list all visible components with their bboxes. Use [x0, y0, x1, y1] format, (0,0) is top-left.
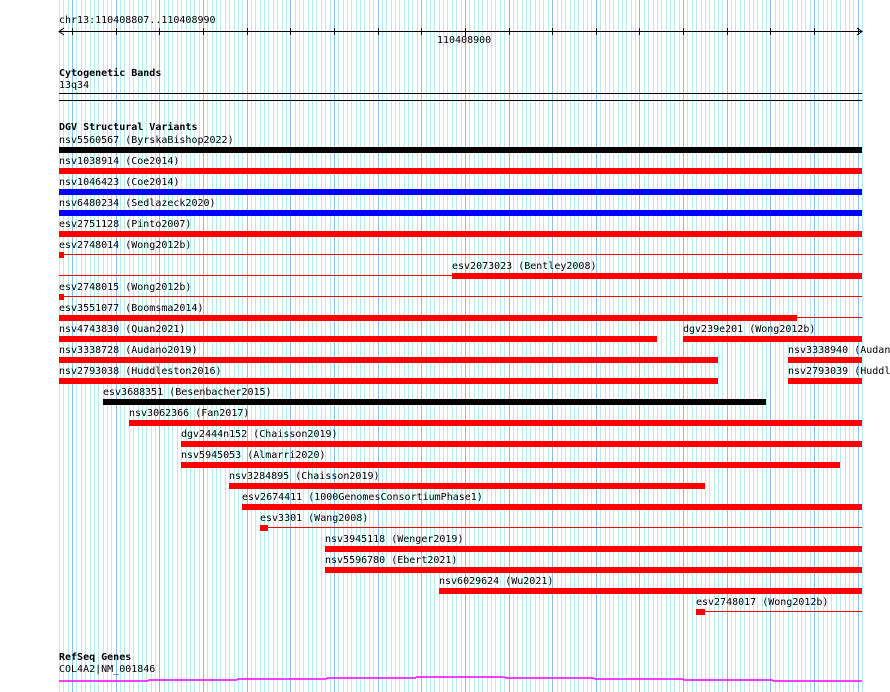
- variant-label[interactable]: nsv3338728 (Audano2019): [59, 345, 198, 356]
- variant-bar[interactable]: [229, 483, 705, 489]
- variant-bar[interactable]: [260, 525, 268, 531]
- variant-bar[interactable]: [181, 441, 862, 447]
- variant-label[interactable]: nsv5560567 (ByrskaBishop2022): [59, 135, 234, 146]
- variant-label[interactable]: esv3688351 (Besenbacher2015): [103, 387, 272, 398]
- cytoband-line: [59, 93, 862, 94]
- variant-label[interactable]: nsv1046423 (Coe2014): [59, 177, 180, 188]
- variant-label[interactable]: esv2674411 (1000GenomesConsortiumPhase1): [242, 492, 483, 503]
- variant-bar[interactable]: [59, 315, 797, 321]
- variant-label[interactable]: nsv5596780 (Ebert2021): [325, 555, 458, 566]
- gene-label[interactable]: COL4A2|NM_001846: [59, 664, 156, 675]
- variant-bar[interactable]: [452, 273, 862, 279]
- variant-label[interactable]: esv2748014 (Wong2012b): [59, 240, 192, 251]
- variant-bar[interactable]: [788, 378, 862, 384]
- ruler-major-tick-label: 110408900: [437, 35, 492, 46]
- variant-label[interactable]: nsv3945118 (Wenger2019): [325, 534, 464, 545]
- variant-label[interactable]: nsv1038914 (Coe2014): [59, 156, 180, 167]
- variant-label[interactable]: dgv239e201 (Wong2012b): [683, 324, 816, 335]
- left-arrow-icon: [58, 27, 65, 36]
- variant-bar[interactable]: [59, 294, 64, 300]
- variant-label[interactable]: nsv2793038 (Huddleston2016): [59, 366, 222, 377]
- variant-bar[interactable]: [59, 357, 718, 363]
- variant-label[interactable]: esv3551077 (Boomsma2014): [59, 303, 204, 314]
- variant-bar[interactable]: [59, 210, 862, 216]
- variant-label[interactable]: nsv3062366 (Fan2017): [129, 408, 250, 419]
- variant-label[interactable]: nsv4743830 (Quan2021): [59, 324, 186, 335]
- variant-bar[interactable]: [325, 546, 862, 552]
- variant-span-line[interactable]: [696, 611, 862, 612]
- dgv-track-title[interactable]: DGV Structural Variants: [59, 122, 198, 133]
- variant-label[interactable]: nsv5945053 (Almarri2020): [181, 450, 326, 461]
- variant-bar[interactable]: [683, 336, 862, 342]
- gene-model[interactable]: [0, 672, 890, 686]
- variant-bar[interactable]: [59, 252, 64, 258]
- variant-bar[interactable]: [59, 231, 862, 237]
- variant-label[interactable]: esv2748015 (Wong2012b): [59, 282, 192, 293]
- variant-label[interactable]: esv2751128 (Pinto2007): [59, 219, 192, 230]
- variant-bar[interactable]: [696, 609, 705, 615]
- variant-span-line[interactable]: [260, 527, 862, 528]
- track-divider: [59, 100, 862, 101]
- variant-bar[interactable]: [59, 336, 657, 342]
- variant-label[interactable]: nsv3284895 (Chaisson2019): [229, 471, 380, 482]
- variant-span-line[interactable]: [59, 296, 862, 297]
- variant-bar[interactable]: [242, 504, 862, 510]
- variant-bar[interactable]: [325, 567, 862, 573]
- variant-bar[interactable]: [103, 399, 766, 405]
- variant-label[interactable]: dgv2444n152 (Chaisson2019): [181, 429, 338, 440]
- variant-bar[interactable]: [59, 378, 718, 384]
- refseq-track-title[interactable]: RefSeq Genes: [59, 652, 132, 663]
- variant-bar[interactable]: [59, 189, 862, 195]
- variant-bar[interactable]: [129, 420, 862, 426]
- variant-bar[interactable]: [788, 357, 862, 363]
- variant-bar[interactable]: [59, 147, 862, 153]
- variant-label[interactable]: nsv6029624 (Wu2021): [439, 576, 554, 587]
- cytoband-label: 13q34: [59, 80, 90, 91]
- cytoband-track-title[interactable]: Cytogenetic Bands: [59, 68, 162, 79]
- variant-label[interactable]: esv2073023 (Bentley2008): [452, 261, 597, 272]
- variant-span-line[interactable]: [59, 254, 862, 255]
- location-label: chr13:110408807..110408990: [59, 15, 216, 26]
- variant-bar[interactable]: [181, 462, 840, 468]
- variant-label[interactable]: nsv6480234 (Sedlazeck2020): [59, 198, 216, 209]
- variant-label[interactable]: nsv3338940 (Audano2019): [788, 345, 890, 356]
- variant-label[interactable]: esv2748017 (Wong2012b): [696, 597, 829, 608]
- variant-bar[interactable]: [439, 588, 862, 594]
- variant-label[interactable]: esv3301 (Wang2008): [260, 513, 369, 524]
- variant-bar[interactable]: [59, 168, 862, 174]
- ruler[interactable]: [0, 25, 890, 37]
- variant-label[interactable]: nsv2793039 (Huddleston2016): [788, 366, 890, 377]
